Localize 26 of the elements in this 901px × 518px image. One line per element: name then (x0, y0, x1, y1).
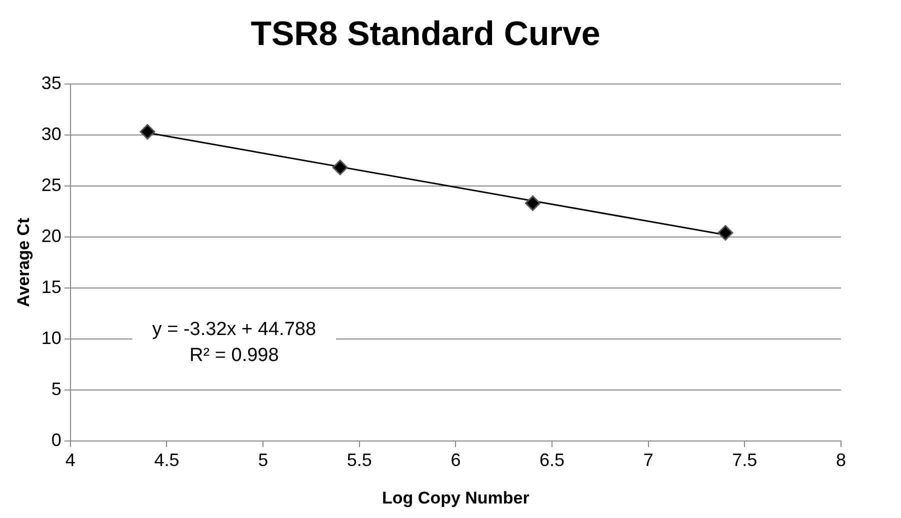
annotation: y = -3.32x + 44.788 (152, 318, 316, 340)
y-tick-label: 10 (41, 328, 62, 348)
y-tick-label: 0 (51, 430, 62, 450)
x-tick-label: 7.5 (732, 450, 758, 470)
x-tick-label: 8 (836, 450, 846, 470)
x-axis-title: Log Copy Number (382, 488, 530, 508)
y-tick-label: 15 (41, 276, 62, 297)
point (525, 195, 541, 211)
point (140, 124, 156, 140)
x-tick-label: 4.5 (154, 450, 180, 470)
y-tick-label: 5 (51, 378, 62, 399)
y-tick-label: 30 (41, 124, 62, 144)
y-tick-label: 20 (41, 226, 62, 246)
x-tick-label: 6 (450, 450, 461, 470)
x-tick-label: 6.5 (540, 450, 565, 470)
y-axis-title: Average Ct (14, 218, 33, 307)
chart-title: TSR8 Standard Curve (250, 14, 600, 53)
point (332, 160, 348, 176)
point (718, 225, 734, 241)
y-tick-label: 25 (41, 174, 62, 195)
y-tick-label: 35 (41, 72, 62, 93)
x-tick-label: 4 (65, 450, 76, 470)
x-tick-label: 7 (643, 450, 654, 470)
x-tick-label: 5 (258, 450, 268, 470)
x-tick-label: 5.5 (346, 450, 372, 470)
annotation: R² = 0.998 (190, 344, 279, 366)
